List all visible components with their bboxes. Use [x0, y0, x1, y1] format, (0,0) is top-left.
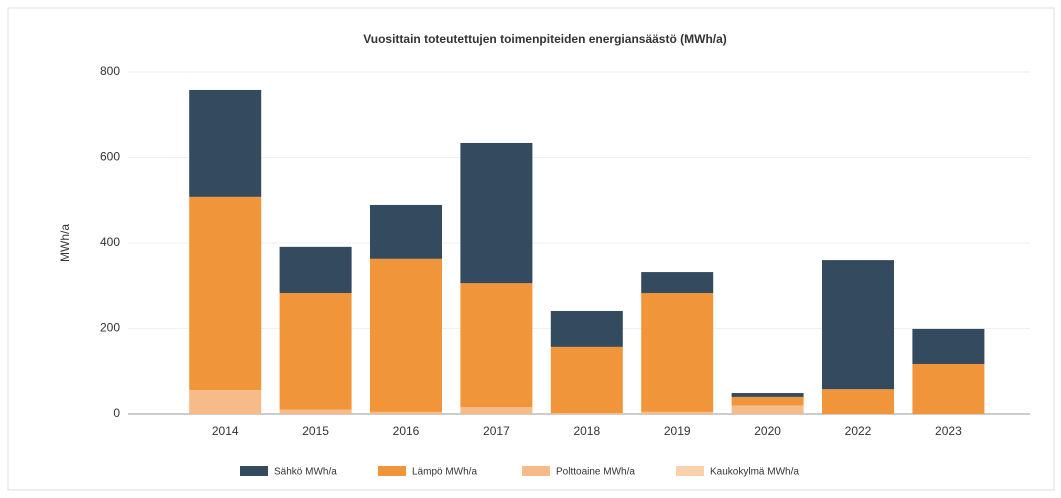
y-tick-label: 200	[100, 321, 120, 335]
y-tick-label: 0	[113, 406, 120, 420]
y-axis-label: MWh/a	[58, 224, 72, 262]
bar-segment	[822, 260, 894, 390]
x-tick-label: 2018	[573, 424, 600, 438]
y-tick-label: 600	[100, 150, 120, 164]
bar-segment	[370, 204, 442, 259]
bar-segment	[912, 363, 985, 414]
bar-segment	[370, 258, 442, 412]
legend-label: Polttoaine MWh/a	[556, 467, 635, 478]
x-tick-label: 2015	[302, 424, 329, 438]
bar-segment	[460, 283, 533, 408]
x-tick-label: 2022	[845, 424, 872, 438]
bar-segment	[550, 346, 623, 414]
x-tick-label: 2019	[664, 424, 691, 438]
x-tick-label: 2020	[754, 424, 781, 438]
bar-segment	[912, 328, 985, 364]
bar-segment	[731, 393, 804, 397]
x-tick-label: 2017	[483, 424, 510, 438]
legend-swatch	[522, 466, 550, 476]
bar-segment	[279, 293, 352, 410]
y-tick-label: 400	[100, 235, 120, 249]
bar-segment	[731, 396, 804, 406]
bar-segment	[550, 310, 623, 347]
bar-segment	[822, 389, 894, 414]
bar-segment	[641, 272, 714, 294]
bar-segment	[189, 196, 262, 391]
bar-segment	[550, 413, 623, 414]
legend-label: Lämpö MWh/a	[412, 467, 477, 478]
chart-title: Vuosittain toteutettujen toimenpiteiden …	[363, 32, 727, 46]
x-tick-label: 2014	[212, 424, 239, 438]
bar-segment	[279, 409, 352, 414]
bar-segment	[189, 89, 262, 197]
y-tick-label: 800	[100, 64, 120, 78]
legend-label: Sähkö MWh/a	[274, 467, 337, 478]
x-tick-label: 2023	[935, 424, 962, 438]
legend-swatch	[676, 466, 704, 476]
bar-segment	[279, 246, 352, 294]
bar-segment	[641, 411, 714, 414]
x-tick-label: 2016	[393, 424, 420, 438]
legend-swatch	[378, 466, 406, 476]
bar-segment	[460, 142, 533, 284]
bar-segment	[189, 390, 262, 414]
bar-segment	[731, 405, 804, 414]
bar-segment	[460, 407, 533, 414]
bar-segment	[370, 411, 442, 414]
legend-swatch	[240, 466, 268, 476]
bar-segment	[641, 293, 714, 412]
legend-label: Kaukokylmä MWh/a	[710, 467, 799, 478]
